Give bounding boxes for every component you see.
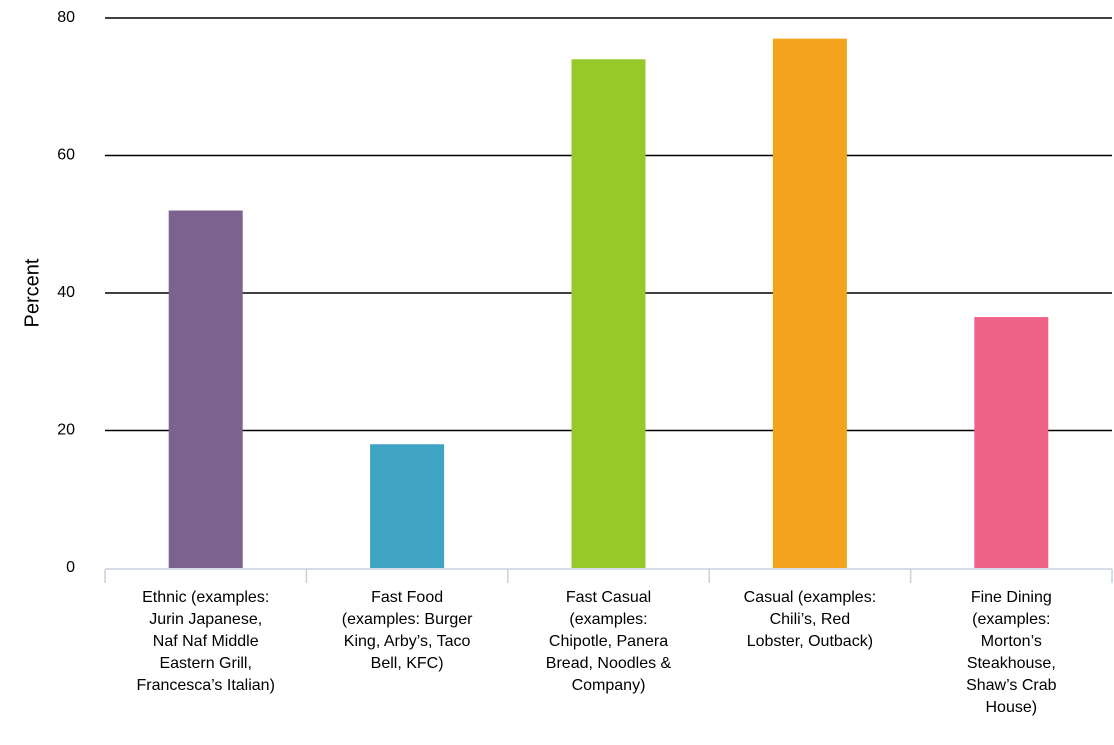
y-tick-label: 20 [57,422,75,439]
bar [974,317,1049,568]
bars [168,38,1049,568]
y-tick-label: 60 [57,147,75,164]
y-tick-label: 0 [66,559,75,576]
bar [571,59,646,568]
category-label: Casual (examples: Chili’s, Red Lobster, … [743,589,877,650]
bar [772,38,847,568]
x-axis [104,568,1113,583]
y-tick-label: 40 [57,284,75,301]
y-tick-label: 80 [57,9,75,26]
bar [168,210,243,568]
y-tick-labels: 0 20 40 60 80 [57,9,75,576]
category-label: Fast Casual (examples: Chipotle, Panera … [545,589,672,694]
category-label: Fine Dining (examples: Morton’s Steakhou… [966,589,1057,716]
category-label: Fast Food (examples: Burger King, Arby’s… [341,589,473,672]
category-label: Ethnic (examples: Jurin Japanese, Naf Na… [136,589,275,694]
y-axis-label: Percent [21,258,43,327]
bar [370,444,445,568]
